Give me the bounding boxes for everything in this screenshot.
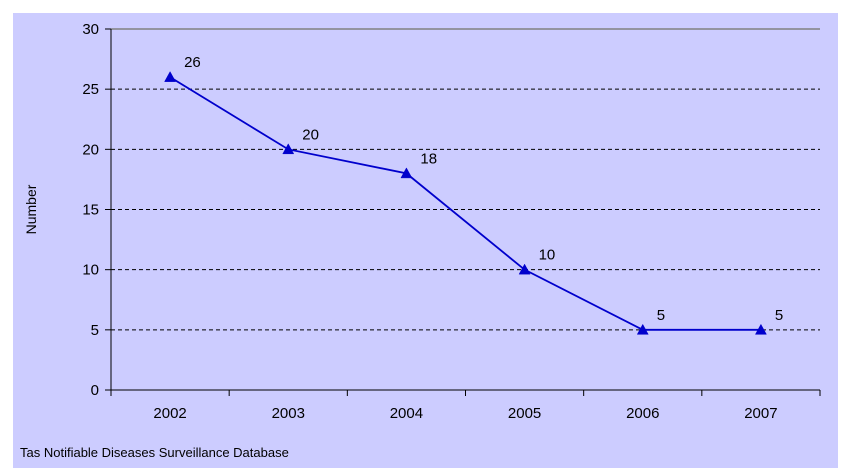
- data-point-marker: [400, 167, 413, 179]
- x-tick-label: 2003: [272, 405, 305, 422]
- y-axis-title: Number: [23, 184, 39, 234]
- data-label: 5: [657, 307, 665, 324]
- y-tick-label: 5: [91, 322, 99, 339]
- data-point-marker: [754, 323, 767, 335]
- tick-labels: 0 5 10 15 20 25 30 2002 2003 2004 2005 2006 2007: [82, 21, 777, 422]
- series-line-path: [169, 76, 761, 331]
- data-point-marker: [636, 323, 649, 335]
- data-label: 10: [539, 247, 556, 264]
- y-tick-label: 10: [82, 262, 99, 279]
- y-tick-label: 30: [82, 21, 99, 38]
- y-tick-label: 25: [82, 81, 99, 98]
- series-line: [164, 71, 767, 335]
- x-tick-label: 2006: [626, 405, 659, 422]
- data-point-marker: [282, 143, 295, 155]
- data-label: 26: [184, 54, 201, 71]
- axes: [105, 28, 821, 396]
- plot-area: [13, 13, 838, 468]
- data-point-marker: [518, 263, 531, 275]
- y-tick-label: 20: [82, 141, 99, 158]
- data-label: 5: [775, 307, 783, 324]
- data-labels: 26 20 18 10 5 5: [184, 54, 783, 324]
- source-note: Tas Notifiable Diseases Surveillance Dat…: [20, 445, 289, 460]
- y-tick-label: 15: [82, 202, 99, 219]
- x-tick-label: 2007: [744, 405, 777, 422]
- data-label: 18: [420, 150, 437, 167]
- x-tick-label: 2005: [508, 405, 541, 422]
- data-point-marker: [164, 71, 177, 82]
- data-label: 20: [302, 126, 319, 143]
- y-tick-label: 0: [91, 382, 99, 399]
- x-tick-label: 2004: [390, 405, 423, 422]
- x-tick-label: 2002: [153, 405, 186, 422]
